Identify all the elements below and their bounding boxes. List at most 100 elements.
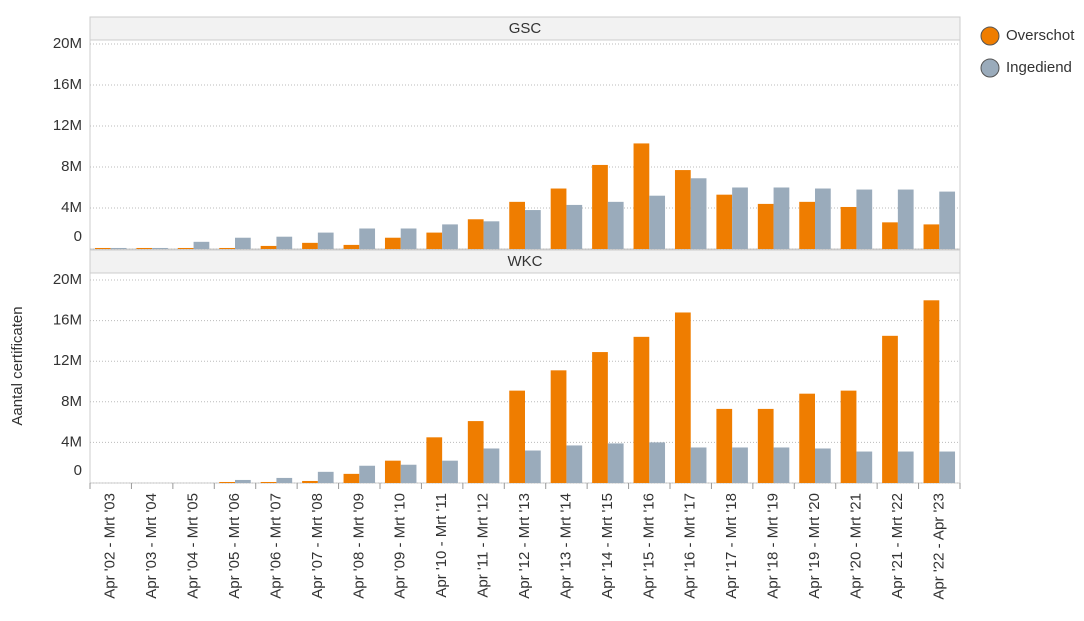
bar [260, 245, 277, 249]
x-tick-label: Apr '06 - Mrt '07 [267, 493, 284, 599]
bar [856, 451, 873, 483]
bar [442, 460, 458, 483]
bar [136, 247, 153, 249]
y-tick-label: 20M [53, 271, 82, 288]
bar [110, 247, 127, 249]
y-tick-label: 8M [61, 158, 82, 175]
bar [193, 241, 210, 249]
bar [732, 187, 748, 249]
legend-swatch [980, 26, 1000, 46]
bar [939, 191, 956, 249]
bar [897, 189, 914, 249]
bar [426, 437, 443, 483]
bar [923, 300, 940, 483]
bar [359, 465, 376, 483]
bar [649, 442, 666, 483]
x-tick-label: Apr '05 - Mrt '06 [226, 493, 243, 599]
bar [716, 408, 733, 483]
x-tick-label: Apr '20 - Mrt '21 [847, 493, 864, 599]
bar [317, 232, 334, 249]
bar [757, 203, 774, 249]
facet-title: GSC [509, 20, 542, 37]
bar [525, 210, 541, 249]
bar [882, 335, 898, 483]
bar [773, 187, 790, 249]
bar [400, 464, 417, 483]
bar [302, 480, 318, 483]
x-tick-label: Apr '15 - Mrt '16 [640, 493, 657, 599]
bar [592, 164, 608, 249]
y-tick-label: 20M [53, 35, 82, 52]
x-tick-label: Apr '19 - Mrt '20 [806, 493, 823, 599]
bar [607, 201, 624, 249]
y-tick-label: 12M [53, 117, 82, 134]
bar [483, 221, 500, 249]
bar [152, 247, 168, 249]
x-tick-label: Apr '10 - Mrt '11 [433, 493, 450, 598]
bar [509, 390, 525, 483]
bar [757, 408, 774, 483]
x-tick-label: Apr '03 - Mrt '04 [143, 493, 160, 599]
bar [882, 222, 898, 249]
bar [219, 247, 235, 249]
bar [442, 224, 458, 249]
x-tick-label: Apr '02 - Mrt '03 [102, 493, 119, 599]
bar [550, 370, 567, 483]
bar [94, 247, 111, 249]
x-tick-label: Apr '11 - Mrt '12 [475, 493, 492, 598]
bar [592, 352, 608, 483]
bar [773, 447, 790, 483]
y-tick-label: 4M [61, 433, 82, 450]
legend-label: Ingediend [1006, 59, 1072, 76]
x-tick-label: Apr '12 - Mrt '13 [516, 493, 533, 599]
legend-label: Overschot [1006, 27, 1075, 44]
y-tick-label: 0 [74, 228, 82, 245]
x-tick-label: Apr '18 - Mrt '19 [765, 493, 782, 599]
y-axis-label: Aantal certificaten [9, 306, 26, 425]
bar [177, 247, 194, 249]
bar [359, 228, 376, 249]
bar [690, 178, 707, 249]
bar [276, 477, 293, 483]
bar [550, 188, 567, 249]
x-tick-label: Apr '14 - Mrt '15 [599, 493, 616, 599]
bar [566, 204, 583, 249]
bar [674, 312, 691, 483]
bar [525, 450, 541, 483]
bar [384, 460, 401, 483]
bar [674, 170, 691, 249]
bar [400, 228, 417, 249]
y-tick-label: 16M [53, 76, 82, 93]
bar [649, 195, 666, 249]
legend-swatch [980, 58, 1000, 78]
bar [799, 393, 815, 483]
x-tick-label: Apr '21 - Mrt '22 [889, 493, 906, 599]
x-tick-label: Apr '17 - Mrt '18 [723, 493, 740, 599]
bar [235, 237, 251, 249]
bar [607, 443, 624, 483]
bar [897, 451, 914, 483]
bar [815, 448, 831, 483]
bar [690, 447, 707, 483]
bar [509, 201, 525, 249]
bar [633, 336, 650, 483]
bar [343, 473, 360, 483]
bar [302, 242, 318, 249]
bar [840, 390, 857, 483]
x-tick-label: Apr '08 - Mrt '09 [350, 493, 367, 599]
y-tick-label: 8M [61, 393, 82, 410]
x-tick-label: Apr '04 - Mrt '05 [185, 493, 202, 599]
y-tick-label: 16M [53, 312, 82, 329]
x-tick-label: Apr '16 - Mrt '17 [682, 493, 699, 599]
bar [923, 224, 940, 249]
bar [815, 188, 831, 249]
bar [276, 236, 293, 249]
bar [219, 481, 235, 483]
x-tick-label: Apr '09 - Mrt '10 [392, 493, 409, 599]
x-tick-label: Apr '07 - Mrt '08 [309, 493, 326, 599]
bar [856, 189, 873, 249]
bar [343, 244, 360, 249]
y-tick-label: 0 [74, 462, 82, 479]
y-tick-label: 12M [53, 352, 82, 369]
